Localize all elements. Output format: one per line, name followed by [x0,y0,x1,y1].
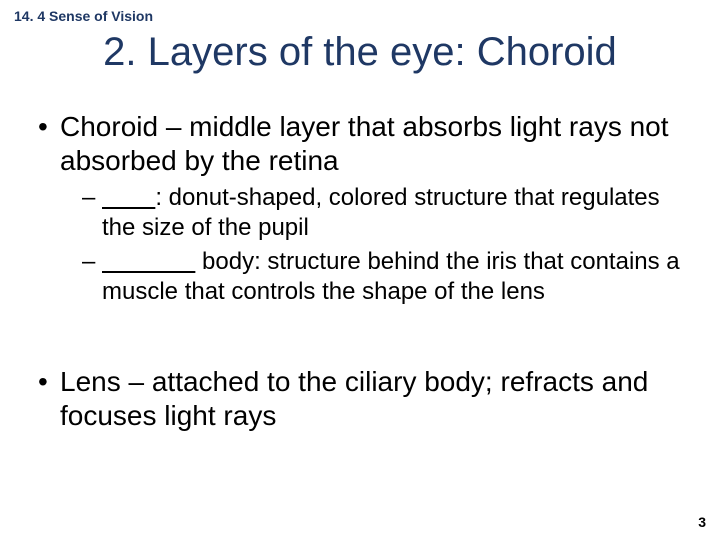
fill-in-blank [102,184,155,211]
bullet-marker: – [82,183,102,213]
bullet-text: : donut-shaped, colored structure that r… [102,183,688,243]
bullet-marker: • [38,365,60,399]
bullet-marker: • [38,110,60,144]
sub-bullet-list: – : donut-shaped, colored structure that… [82,183,688,307]
slide-body: •Choroid – middle layer that absorbs lig… [38,110,688,446]
slide: 14. 4 Sense of Vision 2. Layers of the e… [0,0,720,540]
fill-in-blank [102,248,195,275]
bullet-text: Choroid – middle layer that absorbs ligh… [60,110,688,177]
bullet-level-1: •Lens – attached to the ciliary body; re… [38,365,688,432]
slide-title: 2. Layers of the eye: Choroid [0,30,720,75]
bullet-level-2: – : donut-shaped, colored structure that… [82,183,688,243]
bullet-text: Lens – attached to the ciliary body; ref… [60,365,688,432]
breadcrumb: 14. 4 Sense of Vision [14,8,153,24]
page-number: 3 [698,514,706,530]
bullet-text: body: structure behind the iris that con… [102,247,688,307]
sub-bullet-rest: : donut-shaped, colored structure that r… [102,184,660,241]
bullet-level-2: – body: structure behind the iris that c… [82,247,688,307]
bullet-level-1: •Choroid – middle layer that absorbs lig… [38,110,688,307]
bullet-marker: – [82,247,102,277]
